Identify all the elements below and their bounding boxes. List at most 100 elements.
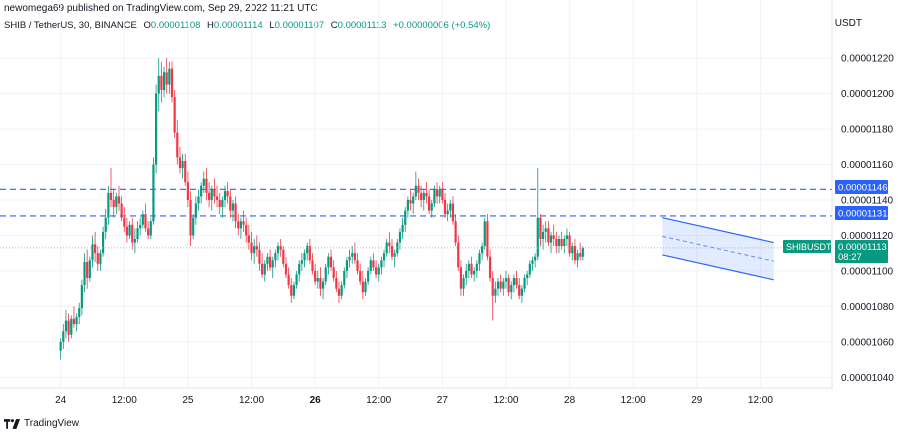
y-tick-label: 0.00001140 bbox=[841, 195, 894, 206]
candle-body bbox=[223, 191, 227, 200]
candle-body bbox=[184, 160, 187, 183]
candle-body bbox=[154, 93, 158, 165]
candle-body bbox=[311, 260, 314, 271]
candle-body bbox=[88, 260, 91, 279]
candle-body bbox=[231, 203, 235, 211]
candle-body bbox=[369, 260, 372, 271]
candle-body bbox=[555, 238, 558, 247]
candle-body bbox=[348, 256, 351, 261]
candle-body bbox=[125, 226, 129, 236]
candle-body bbox=[576, 253, 579, 261]
candle-body bbox=[104, 217, 107, 232]
candle-body bbox=[316, 278, 319, 282]
candle-body bbox=[207, 192, 211, 200]
candle-body bbox=[581, 247, 584, 257]
y-tick-label: 0.00001180 bbox=[841, 125, 894, 136]
price-tags: 0.00001146 0.00001131 SHIBUSDT 0.0000111… bbox=[783, 180, 888, 263]
candle-body bbox=[176, 132, 179, 158]
time-axis[interactable]: 24 12:00 25 12:00 26 12:00 27 12:00 28 12:00 29 12:… bbox=[0, 387, 832, 406]
candle-body bbox=[573, 246, 576, 261]
candle-body bbox=[83, 262, 86, 286]
candle-body bbox=[496, 281, 500, 289]
channel-mid-line bbox=[662, 235, 774, 262]
candle-body bbox=[536, 217, 539, 257]
candle-body bbox=[406, 199, 409, 211]
candle-body bbox=[414, 185, 417, 197]
descending-channel[interactable] bbox=[662, 217, 774, 281]
candle-body bbox=[67, 320, 70, 335]
symbol-name[interactable]: SHIB / TetherUS, 30, BINANCE bbox=[4, 20, 137, 31]
candle-body bbox=[425, 192, 428, 197]
published-info: newomega69 published on TradingView.com,… bbox=[4, 3, 318, 14]
candle-body bbox=[382, 253, 386, 261]
candle-body bbox=[396, 242, 399, 254]
candle-body bbox=[454, 221, 457, 243]
candle-body bbox=[170, 68, 174, 98]
level-2-tag-text: 0.00001131 bbox=[838, 209, 888, 220]
candle-body bbox=[141, 214, 144, 225]
symbol-info: SHIB / TetherUS, 30, BINANCE O0.00001108… bbox=[4, 20, 494, 31]
candle-body bbox=[491, 278, 494, 296]
candle-body bbox=[568, 235, 571, 254]
candle-body bbox=[314, 270, 317, 282]
candle-body bbox=[107, 192, 110, 218]
candle-body bbox=[364, 281, 367, 293]
candle-body bbox=[218, 199, 221, 208]
candle-body bbox=[80, 285, 83, 309]
candle-body bbox=[443, 199, 447, 215]
candle-body bbox=[306, 246, 309, 254]
candle-body bbox=[109, 192, 113, 200]
candle-body bbox=[335, 278, 338, 289]
candle-body bbox=[186, 182, 189, 200]
candle-body bbox=[557, 238, 561, 247]
candle-body bbox=[86, 262, 89, 279]
candle-body bbox=[420, 192, 423, 200]
candle-body bbox=[237, 221, 240, 229]
level-2-tag bbox=[835, 206, 888, 220]
candle-body bbox=[465, 270, 468, 279]
y-tick-label: 0.00001060 bbox=[841, 337, 894, 348]
candle-body bbox=[541, 231, 545, 239]
x-tick-label: 24 bbox=[55, 395, 67, 406]
ticker-tag-text: SHIBUSDT bbox=[786, 242, 832, 252]
y-tick-label: 0.00001080 bbox=[841, 302, 894, 313]
candle-body bbox=[430, 203, 433, 211]
candle-body bbox=[486, 221, 489, 257]
candle-body bbox=[247, 235, 250, 243]
last-price-tag-text: 0.00001113 bbox=[838, 242, 887, 253]
candle-body bbox=[99, 253, 102, 264]
y-tick-label: 0.00001220 bbox=[841, 54, 894, 65]
candle-body bbox=[133, 238, 136, 243]
candle-body bbox=[160, 75, 163, 90]
candle-body bbox=[462, 278, 465, 289]
ohlc-low: L0.00001107 bbox=[269, 20, 325, 31]
candle-body bbox=[390, 246, 394, 257]
candle-body bbox=[101, 231, 105, 254]
x-tick-label: 12:00 bbox=[493, 395, 518, 406]
candle-body bbox=[139, 224, 142, 229]
candle-body bbox=[242, 221, 245, 225]
candle-body bbox=[526, 274, 529, 279]
candle-body bbox=[353, 253, 356, 261]
candle-body bbox=[345, 260, 349, 271]
candle-body bbox=[274, 253, 277, 261]
candle-body bbox=[518, 285, 521, 296]
candle-body bbox=[178, 157, 182, 169]
candle-body bbox=[181, 160, 184, 169]
candle-body bbox=[298, 263, 301, 275]
candle-body bbox=[459, 267, 463, 289]
candle-body bbox=[200, 185, 203, 197]
grid bbox=[0, 0, 832, 388]
candle-body bbox=[202, 178, 205, 186]
level-1-tag bbox=[835, 180, 888, 194]
candle-body bbox=[189, 199, 192, 236]
candle-body bbox=[279, 246, 282, 250]
candle-body bbox=[287, 274, 290, 286]
candle-body bbox=[157, 75, 160, 94]
candle-body bbox=[136, 228, 139, 239]
candle-body bbox=[332, 267, 335, 279]
price-axis[interactable]: 0.00001220 0.00001200 0.00001180 0.00001160… bbox=[831, 0, 894, 390]
candle-body bbox=[194, 203, 197, 218]
candle-body bbox=[321, 281, 325, 289]
